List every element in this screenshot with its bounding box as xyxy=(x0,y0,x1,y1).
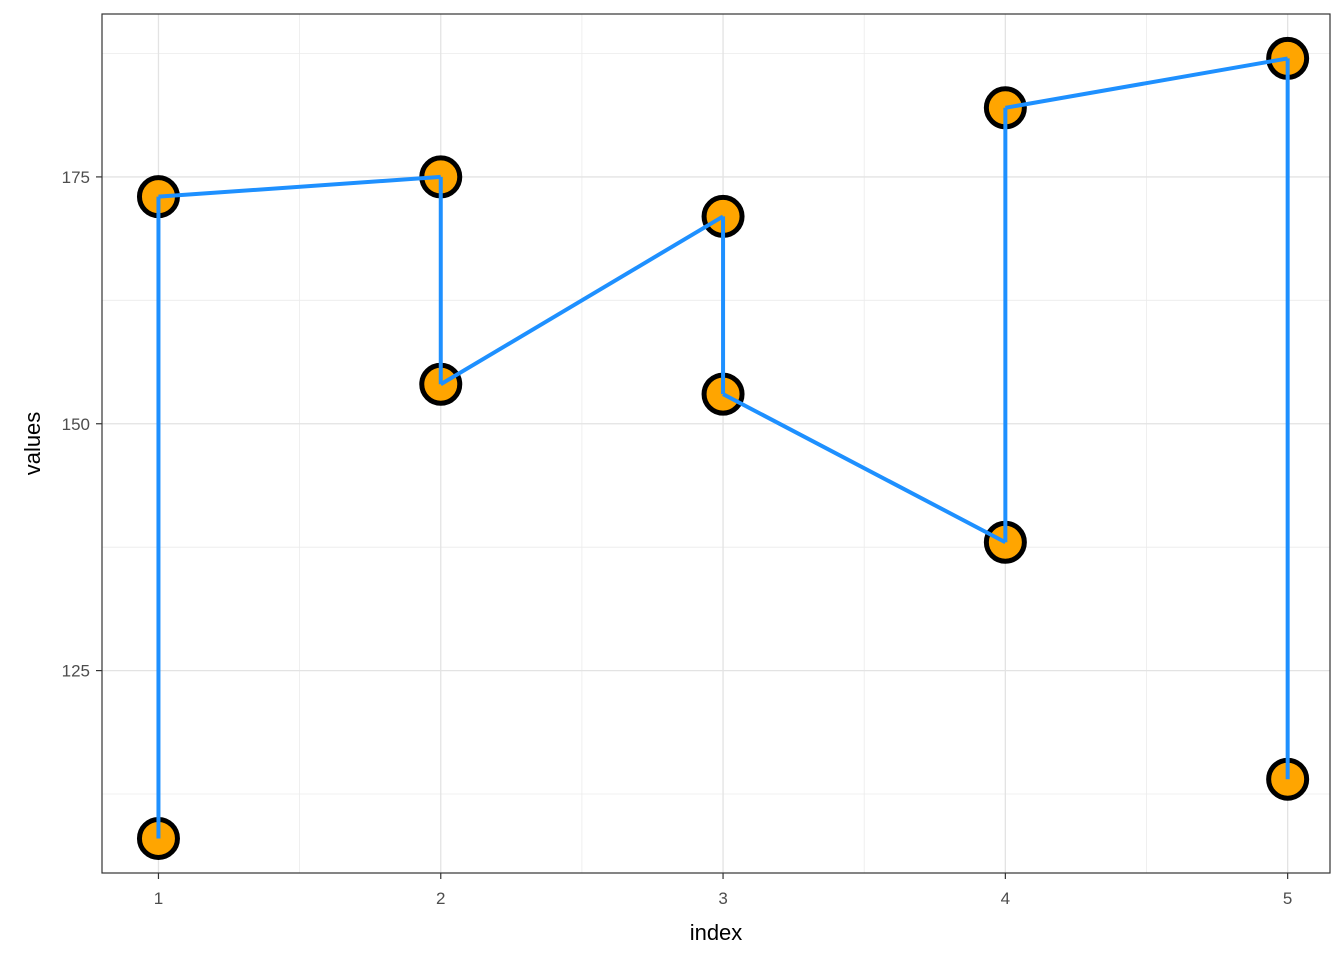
y-tick-label: 175 xyxy=(62,168,90,187)
series-line-segment xyxy=(1005,56,1288,110)
data-points xyxy=(136,36,1310,860)
series-line-segment xyxy=(722,392,1007,545)
series-line-segment xyxy=(158,174,441,199)
y-axis-title: values xyxy=(20,412,45,476)
y-tick-label: 150 xyxy=(62,415,90,434)
y-axis: 125 150 175 xyxy=(62,168,102,681)
x-axis: 1 2 3 4 5 xyxy=(154,873,1292,908)
x-tick-label: 3 xyxy=(718,889,727,908)
grid xyxy=(102,14,1330,873)
x-tick-label: 4 xyxy=(1001,889,1010,908)
x-tick-label: 1 xyxy=(154,889,163,908)
plot-panel-border xyxy=(101,13,1331,874)
x-tick-label: 5 xyxy=(1283,889,1292,908)
x-axis-title: index xyxy=(690,920,743,945)
x-tick-label: 2 xyxy=(436,889,445,908)
series-line-segment xyxy=(439,214,725,386)
series-lines xyxy=(156,56,1290,839)
y-tick-label: 125 xyxy=(62,662,90,681)
